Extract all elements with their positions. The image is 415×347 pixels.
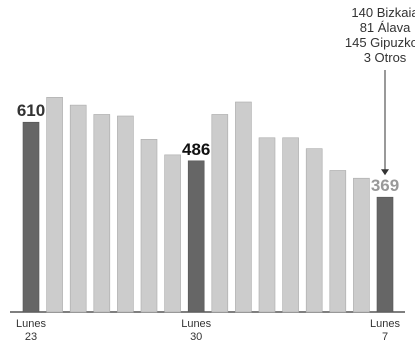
- bar-15: [376, 196, 394, 313]
- bar-1: [46, 97, 63, 313]
- bar-9: [235, 101, 252, 313]
- bar-11: [282, 137, 299, 313]
- bar-2: [69, 104, 87, 313]
- annotation-arrowhead: [381, 169, 389, 176]
- bar-4: [117, 115, 134, 313]
- bar-6: [164, 154, 181, 313]
- bar-8: [211, 114, 229, 313]
- data-label-7: 486: [182, 140, 210, 159]
- bar-7: [187, 160, 205, 313]
- bar-10: [258, 137, 276, 313]
- bar-3: [93, 114, 111, 313]
- bar-0: [22, 121, 40, 313]
- data-label-0: 610: [17, 101, 45, 120]
- bar-12: [305, 148, 323, 313]
- bar-5: [140, 139, 158, 313]
- x-tick-label-7: Lunes 30: [181, 318, 211, 343]
- data-label-15: 369: [371, 176, 399, 195]
- x-tick-label-0: Lunes 23: [16, 318, 46, 343]
- x-tick-label-15: Lunes 7: [370, 318, 400, 343]
- bar-13: [329, 170, 347, 313]
- bar-14: [353, 177, 370, 313]
